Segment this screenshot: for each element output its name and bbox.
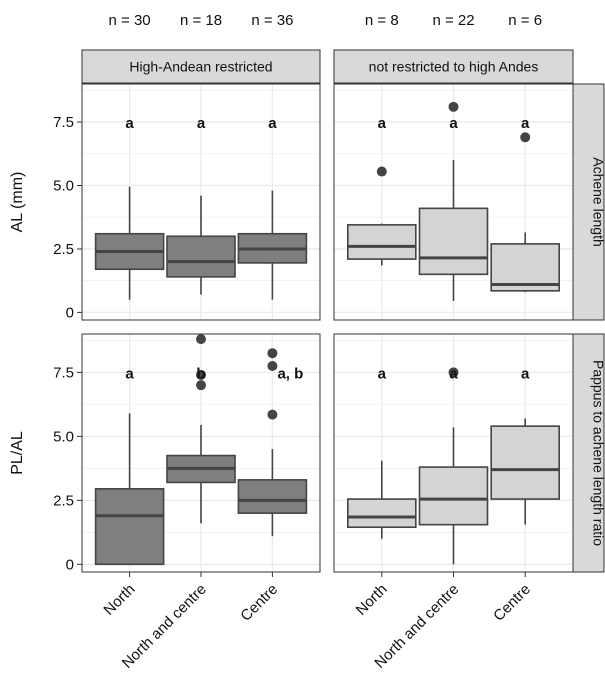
y-tick-label: 2.5 xyxy=(53,241,74,258)
outlier-point xyxy=(448,101,459,112)
n-label: n = 30 xyxy=(109,12,151,29)
y-tick-label: 2.5 xyxy=(53,492,74,509)
significance-label: a, b xyxy=(277,365,303,382)
significance-label: a xyxy=(449,115,458,132)
box-centre: a xyxy=(490,365,561,525)
box-north-and-centre: a xyxy=(418,101,489,301)
column-strip xyxy=(81,49,321,84)
row-strip-label: Pappus to achene length ratio xyxy=(591,360,605,546)
y-tick-label: 5.0 xyxy=(53,178,74,195)
x-tick-label: Centre xyxy=(237,581,281,625)
y-tick-label: 5.0 xyxy=(53,428,74,445)
y-tick-label: 0 xyxy=(66,304,74,321)
significance-label: a xyxy=(125,115,134,132)
outlier-point xyxy=(520,132,531,143)
n-label: n = 22 xyxy=(432,12,474,29)
panel-border xyxy=(333,83,574,321)
outlier-point xyxy=(267,360,278,371)
column-strip xyxy=(333,49,574,84)
x-tick-label: North xyxy=(353,581,391,619)
box-iqr xyxy=(418,466,489,526)
row-strip xyxy=(572,333,605,573)
n-label: n = 8 xyxy=(365,12,399,29)
panel: a b a, b xyxy=(81,333,321,573)
box-centre: a xyxy=(490,115,561,293)
significance-label: a xyxy=(378,115,387,132)
outlier-point xyxy=(196,380,206,391)
y-tick-label: 0 xyxy=(66,556,74,573)
row-strip-label: Achene length xyxy=(591,157,605,247)
box-north: a xyxy=(346,115,417,266)
x-tick-label: Centre xyxy=(490,581,534,625)
significance-label: a xyxy=(197,115,206,132)
significance-label: b xyxy=(196,365,205,382)
outlier-point xyxy=(267,409,278,420)
box-north: a xyxy=(346,365,417,539)
significance-label: a xyxy=(125,365,134,382)
box-iqr xyxy=(94,488,165,566)
box-north-and-centre: b xyxy=(166,334,236,524)
significance-label: a xyxy=(521,365,530,382)
box-iqr xyxy=(346,498,417,529)
significance-label: a xyxy=(521,115,530,132)
x-tick-label: North xyxy=(100,581,138,619)
outlier-point xyxy=(196,369,206,380)
box-centre: a, b xyxy=(237,348,308,537)
n-label: n = 18 xyxy=(180,12,222,29)
box-centre: a xyxy=(237,115,308,300)
y-axis-title: PL/AL xyxy=(9,431,26,475)
y-tick-label: 7.5 xyxy=(53,364,74,381)
outlier-point xyxy=(196,334,206,345)
panel-border xyxy=(81,83,321,321)
box-iqr xyxy=(418,207,489,276)
box-north: a xyxy=(94,115,165,300)
box-iqr xyxy=(490,425,561,500)
box-north: a xyxy=(94,365,165,566)
box-north-and-centre: a xyxy=(166,115,236,295)
outlier-point xyxy=(376,166,387,177)
column-strip-label: not restricted to high Andes xyxy=(369,59,539,75)
box-iqr xyxy=(166,235,236,278)
y-axis-title: AL (mm) xyxy=(9,172,26,233)
outlier-point xyxy=(448,367,459,378)
n-label: n = 6 xyxy=(508,12,542,29)
box-iqr xyxy=(346,224,417,260)
y-tick-label: 7.5 xyxy=(53,114,74,131)
box-iqr xyxy=(237,479,308,514)
significance-label: a xyxy=(378,365,387,382)
row-strip xyxy=(572,83,605,321)
box-north-and-centre: a xyxy=(418,365,489,565)
significance-label: a xyxy=(449,365,458,382)
outlier-point xyxy=(267,348,278,359)
n-label: n = 36 xyxy=(251,12,293,29)
column-strip-label: High-Andean restricted xyxy=(129,59,272,75)
significance-label: a xyxy=(268,115,277,132)
